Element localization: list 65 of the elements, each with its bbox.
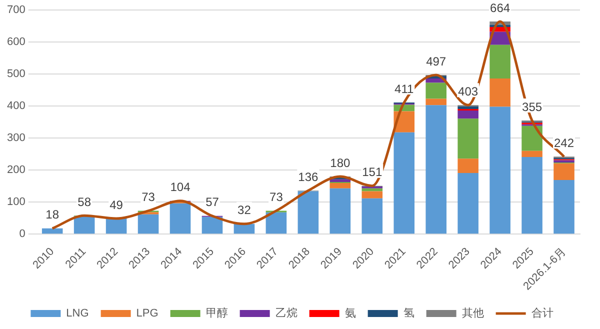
y-tick-label: 500 bbox=[6, 68, 26, 80]
legend-label: 其他 bbox=[462, 306, 484, 320]
data-label: 497 bbox=[426, 54, 446, 68]
bar bbox=[458, 118, 478, 159]
data-label: 355 bbox=[522, 100, 542, 114]
y-tick-label: 700 bbox=[6, 4, 26, 16]
bar bbox=[426, 105, 446, 234]
bar bbox=[458, 173, 478, 234]
data-label: 180 bbox=[330, 156, 350, 170]
data-label: 73 bbox=[270, 190, 284, 204]
data-label: 18 bbox=[46, 208, 60, 222]
bar bbox=[458, 106, 478, 109]
bar bbox=[490, 78, 510, 107]
bar bbox=[522, 157, 542, 234]
bar bbox=[554, 180, 574, 234]
legend-label: 乙烷 bbox=[275, 306, 298, 320]
bar bbox=[522, 126, 542, 151]
data-label: 151 bbox=[362, 165, 382, 180]
bar bbox=[362, 198, 383, 234]
y-tick-label: 200 bbox=[6, 164, 26, 176]
y-tick-label: 100 bbox=[6, 196, 26, 208]
data-label: 104 bbox=[170, 180, 191, 194]
bar bbox=[362, 188, 383, 192]
bar bbox=[106, 218, 127, 234]
bar bbox=[426, 82, 446, 99]
data-label: 411 bbox=[394, 82, 414, 96]
bar bbox=[394, 132, 415, 234]
bar bbox=[554, 163, 574, 180]
y-tick-label: 600 bbox=[6, 36, 26, 48]
bar bbox=[490, 106, 510, 234]
legend-label: 氨 bbox=[344, 308, 356, 320]
data-label: 136 bbox=[298, 170, 319, 184]
bar bbox=[170, 203, 191, 234]
bar bbox=[202, 216, 223, 234]
data-label: 73 bbox=[142, 190, 156, 204]
data-label: 242 bbox=[554, 136, 574, 150]
bar bbox=[138, 214, 159, 234]
y-tick-label: 0 bbox=[19, 228, 26, 240]
data-label: 664 bbox=[490, 0, 510, 15]
data-label: 32 bbox=[238, 203, 252, 218]
bar bbox=[330, 182, 351, 188]
data-label: 403 bbox=[458, 84, 478, 98]
y-tick-label: 300 bbox=[6, 132, 26, 144]
bar bbox=[458, 158, 478, 174]
legend-label: LNG bbox=[66, 308, 89, 320]
y-tick-label: 400 bbox=[6, 100, 26, 112]
bar bbox=[74, 216, 95, 234]
bar bbox=[298, 191, 319, 234]
bar bbox=[330, 179, 351, 182]
data-label: 57 bbox=[206, 195, 220, 210]
legend-label: LPG bbox=[136, 308, 158, 320]
legend-label: 氢 bbox=[403, 308, 414, 320]
bar bbox=[330, 188, 351, 234]
bar bbox=[458, 110, 478, 119]
bar bbox=[522, 150, 542, 157]
bar bbox=[490, 44, 510, 79]
bar bbox=[42, 228, 63, 234]
bar bbox=[426, 98, 446, 106]
bar bbox=[362, 191, 383, 198]
legend-label: 合计 bbox=[531, 306, 554, 320]
data-label: 58 bbox=[78, 194, 92, 209]
data-label: 49 bbox=[110, 198, 124, 212]
bar bbox=[234, 224, 255, 234]
bar bbox=[266, 212, 287, 234]
legend-label: 甲醇 bbox=[206, 306, 228, 320]
